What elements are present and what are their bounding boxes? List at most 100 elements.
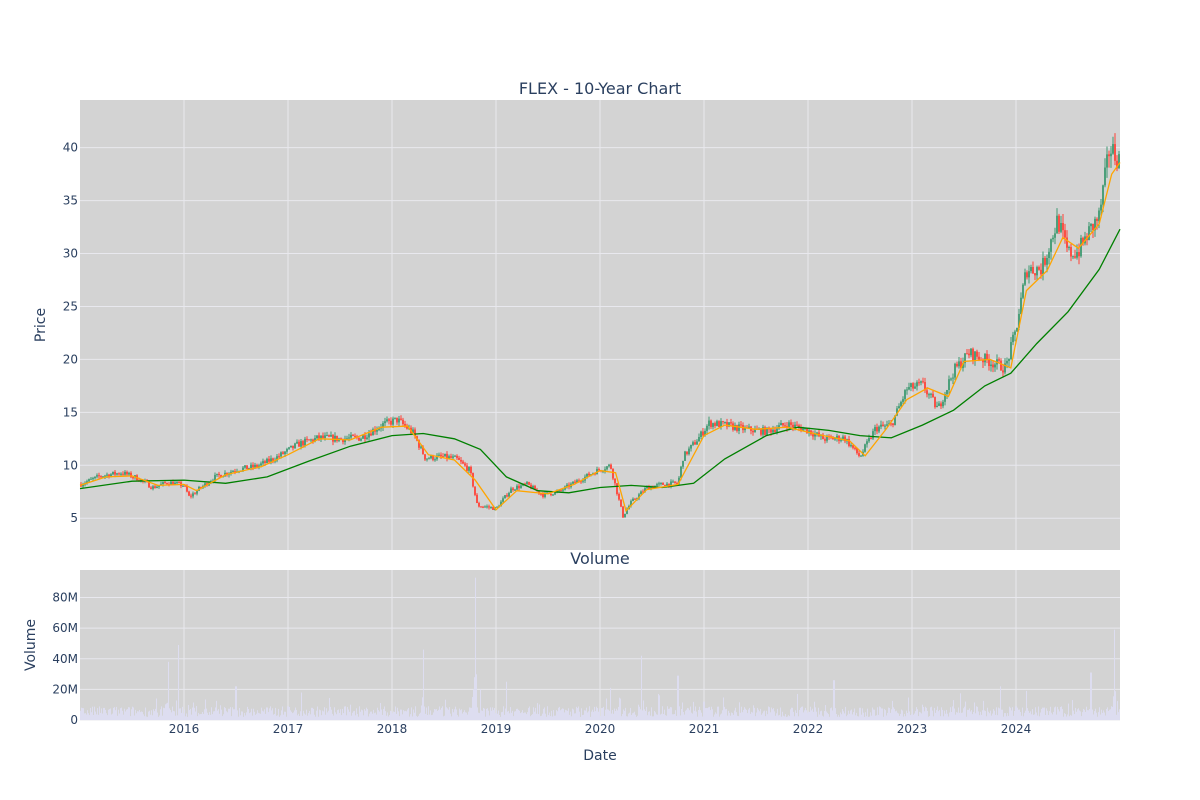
- volume-bar: [186, 713, 187, 720]
- candle-body: [874, 427, 876, 432]
- candle-body: [196, 490, 198, 494]
- volume-bar: [942, 709, 943, 720]
- volume-bar: [1010, 707, 1011, 720]
- candle-body: [182, 485, 184, 487]
- volume-bar: [773, 708, 774, 720]
- volume-bar: [408, 708, 409, 720]
- candle-body: [218, 473, 220, 476]
- volume-bar: [501, 712, 502, 720]
- volume-bar: [143, 714, 144, 720]
- candle-body: [736, 425, 738, 431]
- candle-body: [392, 418, 394, 425]
- volume-bar: [688, 708, 689, 720]
- volume-bar: [239, 707, 240, 720]
- volume-bar: [512, 710, 513, 720]
- candle-body: [480, 506, 482, 508]
- candle-body: [108, 474, 110, 478]
- volume-bar: [531, 715, 532, 720]
- volume-bar: [285, 711, 286, 720]
- volume-bar: [782, 711, 783, 720]
- volume-bar: [811, 710, 812, 720]
- volume-bar: [1072, 700, 1073, 720]
- volume-bar: [155, 708, 156, 720]
- volume-bar: [993, 709, 994, 720]
- volume-bar: [466, 712, 467, 720]
- volume-bar: [604, 715, 605, 720]
- volume-bar: [208, 714, 209, 720]
- volume-bar: [816, 711, 817, 720]
- volume-bar: [166, 703, 167, 720]
- volume-bar: [243, 716, 244, 720]
- price-y-tick-label: 25: [63, 299, 78, 313]
- candle-body: [468, 467, 470, 471]
- candle-body: [612, 468, 614, 479]
- volume-bar: [858, 716, 859, 720]
- volume-bar: [315, 716, 316, 720]
- volume-bar: [538, 714, 539, 720]
- candle-body: [432, 455, 434, 460]
- candle-body: [114, 471, 116, 475]
- volume-bar: [618, 706, 619, 720]
- volume-bar: [875, 715, 876, 720]
- volume-bar: [984, 710, 985, 720]
- volume-bar: [853, 712, 854, 720]
- candle-body: [1018, 313, 1020, 328]
- volume-bar: [990, 710, 991, 720]
- candle-body: [118, 473, 120, 475]
- candle-body: [646, 486, 648, 489]
- volume-bar: [260, 713, 261, 720]
- volume-bar: [115, 710, 116, 720]
- volume-bar: [113, 707, 114, 720]
- volume-bar: [232, 707, 233, 720]
- volume-bar: [771, 707, 772, 720]
- candle-body: [678, 477, 680, 484]
- volume-bar: [841, 714, 842, 720]
- candle-body: [816, 432, 818, 434]
- volume-bar: [137, 711, 138, 720]
- volume-bar: [842, 709, 843, 720]
- candle-body: [248, 468, 250, 470]
- volume-bar: [877, 707, 878, 720]
- volume-bar: [1026, 690, 1027, 720]
- volume-bar: [480, 689, 481, 720]
- volume-bar: [1102, 712, 1103, 720]
- volume-bar: [1002, 709, 1003, 720]
- volume-bar: [467, 714, 468, 720]
- volume-bar: [273, 714, 274, 720]
- volume-bar: [1081, 716, 1082, 720]
- volume-bar: [420, 712, 421, 720]
- candle-body: [922, 381, 924, 383]
- volume-bar: [666, 715, 667, 720]
- volume-bar: [487, 708, 488, 720]
- volume-bar: [540, 716, 541, 720]
- volume-bar: [763, 711, 764, 720]
- candle-body: [234, 471, 236, 473]
- volume-bar: [555, 715, 556, 720]
- volume-bar: [149, 710, 150, 720]
- volume-bar: [483, 707, 484, 720]
- volume-bar: [472, 697, 473, 720]
- candle-body: [164, 482, 166, 484]
- volume-bar: [381, 709, 382, 720]
- volume-bar: [784, 716, 785, 720]
- volume-bar: [878, 714, 879, 720]
- candle-body: [852, 445, 854, 448]
- candle-body: [452, 456, 454, 458]
- candle-body: [420, 446, 422, 448]
- volume-bar: [265, 713, 266, 720]
- candle-body: [252, 464, 254, 468]
- candle-body: [1026, 272, 1028, 278]
- volume-bar: [789, 716, 790, 720]
- volume-bar: [385, 711, 386, 720]
- volume-bar: [915, 711, 916, 720]
- volume-bar: [241, 711, 242, 720]
- volume-bar: [553, 710, 554, 720]
- volume-y-tick-label: 40M: [52, 652, 78, 666]
- volume-bar: [1049, 711, 1050, 720]
- candle-body: [358, 437, 360, 441]
- volume-bar: [579, 711, 580, 720]
- volume-bar: [398, 711, 399, 720]
- volume-bar: [869, 716, 870, 720]
- volume-bar: [162, 715, 163, 720]
